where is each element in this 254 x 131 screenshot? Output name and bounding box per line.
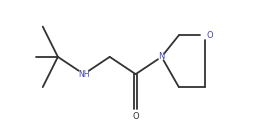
Text: N: N: [158, 52, 165, 61]
Text: NH: NH: [78, 70, 90, 79]
Text: O: O: [132, 112, 139, 121]
Text: O: O: [207, 31, 213, 40]
